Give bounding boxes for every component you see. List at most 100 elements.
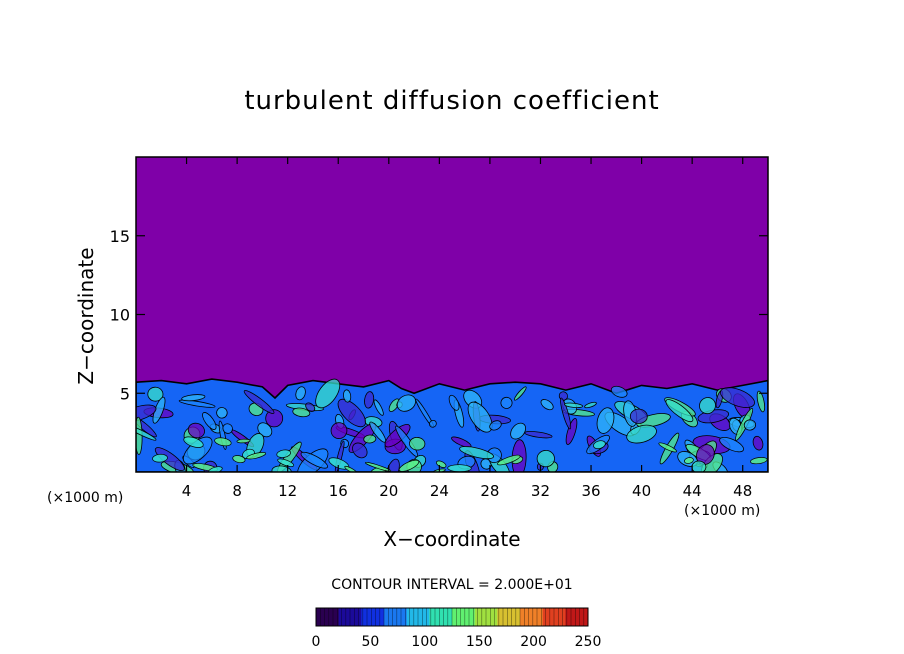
eddy-contour: [300, 451, 329, 469]
eddy-contour: [596, 407, 615, 434]
eddy-filament: [593, 440, 606, 450]
colorbar-swatch: [316, 608, 340, 626]
eddy-contour: [178, 399, 216, 408]
eddy-contour: [147, 386, 164, 402]
colorbar: 0 50 100 150 200 250: [312, 607, 602, 650]
eddy-contour: [202, 412, 217, 430]
x-tick-label: 12: [278, 482, 297, 500]
colorbar-swatch: [361, 608, 385, 626]
colorbar-tick-label: 50: [361, 634, 379, 650]
x-tick-label: 28: [480, 482, 499, 500]
eddy-contour: [467, 401, 493, 433]
eddy-contour: [222, 423, 233, 434]
contour-interval-note: CONTOUR INTERVAL = 2.000E+01: [331, 577, 573, 593]
x-tick-label: 40: [632, 482, 651, 500]
x-tick-label: 20: [379, 482, 398, 500]
eddy-filament: [246, 452, 267, 460]
eddy-filament: [447, 464, 472, 472]
plot-area: [136, 157, 768, 472]
eddy-contour: [396, 394, 416, 412]
eddy-filament: [684, 457, 694, 464]
eddy-filament: [232, 455, 246, 464]
x-tick-label: 32: [531, 482, 550, 500]
y-tick-label: 10: [110, 306, 130, 325]
eddy-filament: [750, 457, 768, 465]
eddy-filament: [276, 449, 291, 458]
x-tick-label: 36: [581, 482, 600, 500]
colorbar-frame: [315, 607, 589, 627]
eddy-contour: [451, 436, 472, 448]
eddy-contour: [363, 434, 377, 444]
x-tick-label: 24: [430, 482, 449, 500]
eddy-contour: [409, 436, 426, 451]
colorbar-swatch: [497, 608, 521, 626]
eddy-contour: [459, 446, 495, 460]
colorbar-tick-label: 250: [575, 634, 602, 650]
eddy-filament: [398, 459, 420, 472]
eddy-contour: [756, 390, 766, 413]
eddy-contour: [343, 389, 352, 403]
eddy-contour: [636, 413, 671, 428]
colorbar-tick-label: 150: [466, 634, 493, 650]
eddy-contour: [720, 387, 755, 408]
colorbar-tick-label: 0: [312, 634, 321, 650]
colorbar-tick-label: 200: [520, 634, 547, 650]
eddy-contour: [584, 401, 597, 409]
x-axis-label: X−coordinate: [383, 527, 521, 551]
x-unit-left: (×1000 m): [47, 490, 124, 506]
eddy-contour: [513, 386, 527, 401]
eddy-contour: [719, 436, 744, 453]
x-tick-label: 16: [329, 482, 348, 500]
eddy-contour: [524, 431, 553, 439]
eddy-contour: [352, 442, 368, 459]
eddy-contour: [489, 420, 502, 431]
x-unit-right: (×1000 m): [684, 503, 761, 519]
eddy-contour: [560, 397, 572, 430]
eddy-contour: [337, 398, 366, 428]
eddy-contour: [364, 391, 375, 409]
y-tick-label: 5: [120, 384, 130, 403]
x-tick-label: 44: [683, 482, 702, 500]
colorbar-swatch: [452, 608, 476, 626]
eddy-contour: [665, 399, 694, 423]
eddy-contour: [187, 422, 205, 439]
eddy-contour: [510, 422, 526, 440]
eddy-contour: [626, 424, 657, 444]
eddy-contour: [136, 424, 157, 441]
eddy-contour: [448, 394, 460, 411]
eddy-filament: [364, 462, 392, 472]
eddy-contour: [292, 407, 311, 418]
eddy-contour: [295, 386, 306, 401]
y-axis-label: Z−coordinate: [74, 247, 98, 385]
eddy-contour: [743, 419, 756, 431]
chart-title: turbulent diffusion coefficient: [244, 86, 660, 116]
eddy-contour: [265, 409, 284, 428]
eddy-contour: [181, 394, 206, 402]
eddy-contour: [373, 399, 384, 416]
x-tick-label: 48: [733, 482, 752, 500]
eddy-contour: [369, 421, 387, 443]
eddy-contour: [330, 422, 348, 439]
colorbar-swatch: [565, 608, 589, 626]
eddy-contour: [699, 397, 716, 415]
colorbar-tick-label: 100: [411, 634, 438, 650]
eddy-filament: [497, 454, 521, 466]
colorbar-swatch: [384, 608, 408, 626]
eddy-filament: [183, 436, 204, 448]
eddy-filament: [658, 442, 677, 453]
eddy-contour: [610, 385, 628, 398]
eddy-contour: [243, 390, 275, 414]
eddy-contour: [216, 407, 228, 419]
eddy-contour: [563, 402, 584, 408]
x-tick-label: 4: [182, 482, 192, 500]
eddy-contour: [315, 378, 341, 409]
eddy-filament: [277, 458, 295, 467]
y-tick-label: 15: [110, 227, 130, 246]
eddy-contour: [154, 447, 185, 472]
eddy-contour: [500, 396, 513, 409]
eddy-contour: [429, 419, 437, 428]
eddy-contour: [565, 418, 578, 445]
eddy-contour: [540, 399, 554, 411]
